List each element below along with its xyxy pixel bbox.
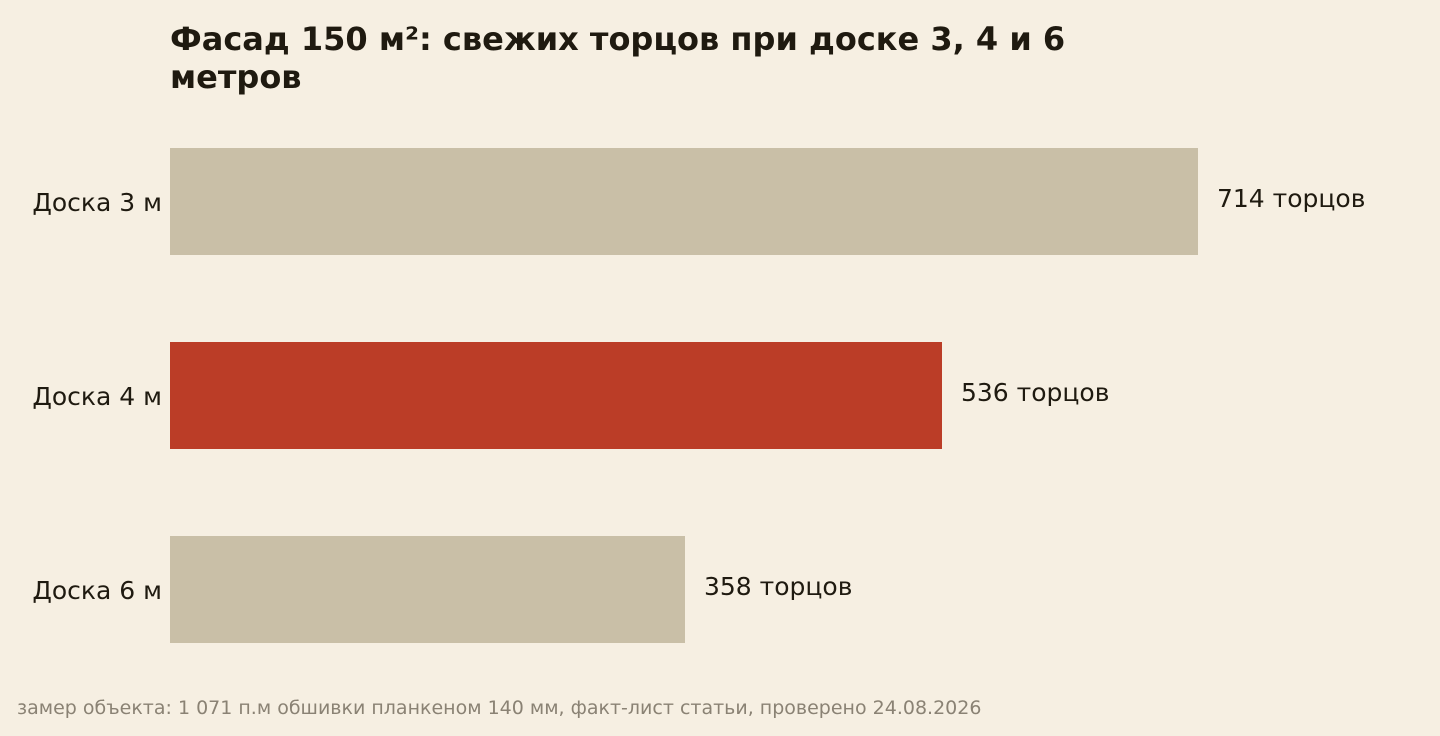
- category-label: Доска 6 м: [32, 576, 162, 605]
- bar-row: Доска 6 м 358 торцов: [0, 536, 1440, 643]
- value-label: 714 торцов: [1217, 184, 1366, 213]
- chart-title: Фасад 150 м²: свежих торцов при доске 3,…: [170, 20, 1066, 96]
- category-label: Доска 3 м: [32, 188, 162, 217]
- bar-highlighted: [170, 342, 942, 449]
- bar-row: Доска 4 м 536 торцов: [0, 342, 1440, 449]
- bar-row: Доска 3 м 714 торцов: [0, 148, 1440, 255]
- bar: [170, 148, 1198, 255]
- bar: [170, 536, 685, 643]
- category-label: Доска 4 м: [32, 382, 162, 411]
- footnote: замер объекта: 1 071 п.м обшивки планкен…: [17, 697, 982, 719]
- value-label: 536 торцов: [961, 378, 1110, 407]
- value-label: 358 торцов: [704, 572, 853, 601]
